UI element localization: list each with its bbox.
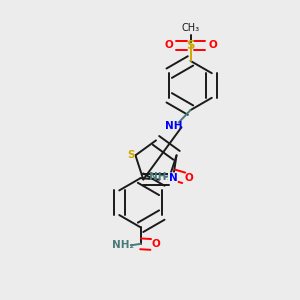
Text: S: S xyxy=(127,150,134,160)
Text: S: S xyxy=(186,39,195,52)
Text: NH₂: NH₂ xyxy=(112,240,134,250)
Text: O: O xyxy=(185,173,194,183)
Text: CH₃: CH₃ xyxy=(182,23,200,33)
Text: O: O xyxy=(152,239,161,249)
Text: NH: NH xyxy=(148,172,166,182)
Text: NH: NH xyxy=(165,121,183,131)
Text: O: O xyxy=(208,40,217,50)
Text: O: O xyxy=(164,40,173,50)
Text: N: N xyxy=(169,173,177,183)
